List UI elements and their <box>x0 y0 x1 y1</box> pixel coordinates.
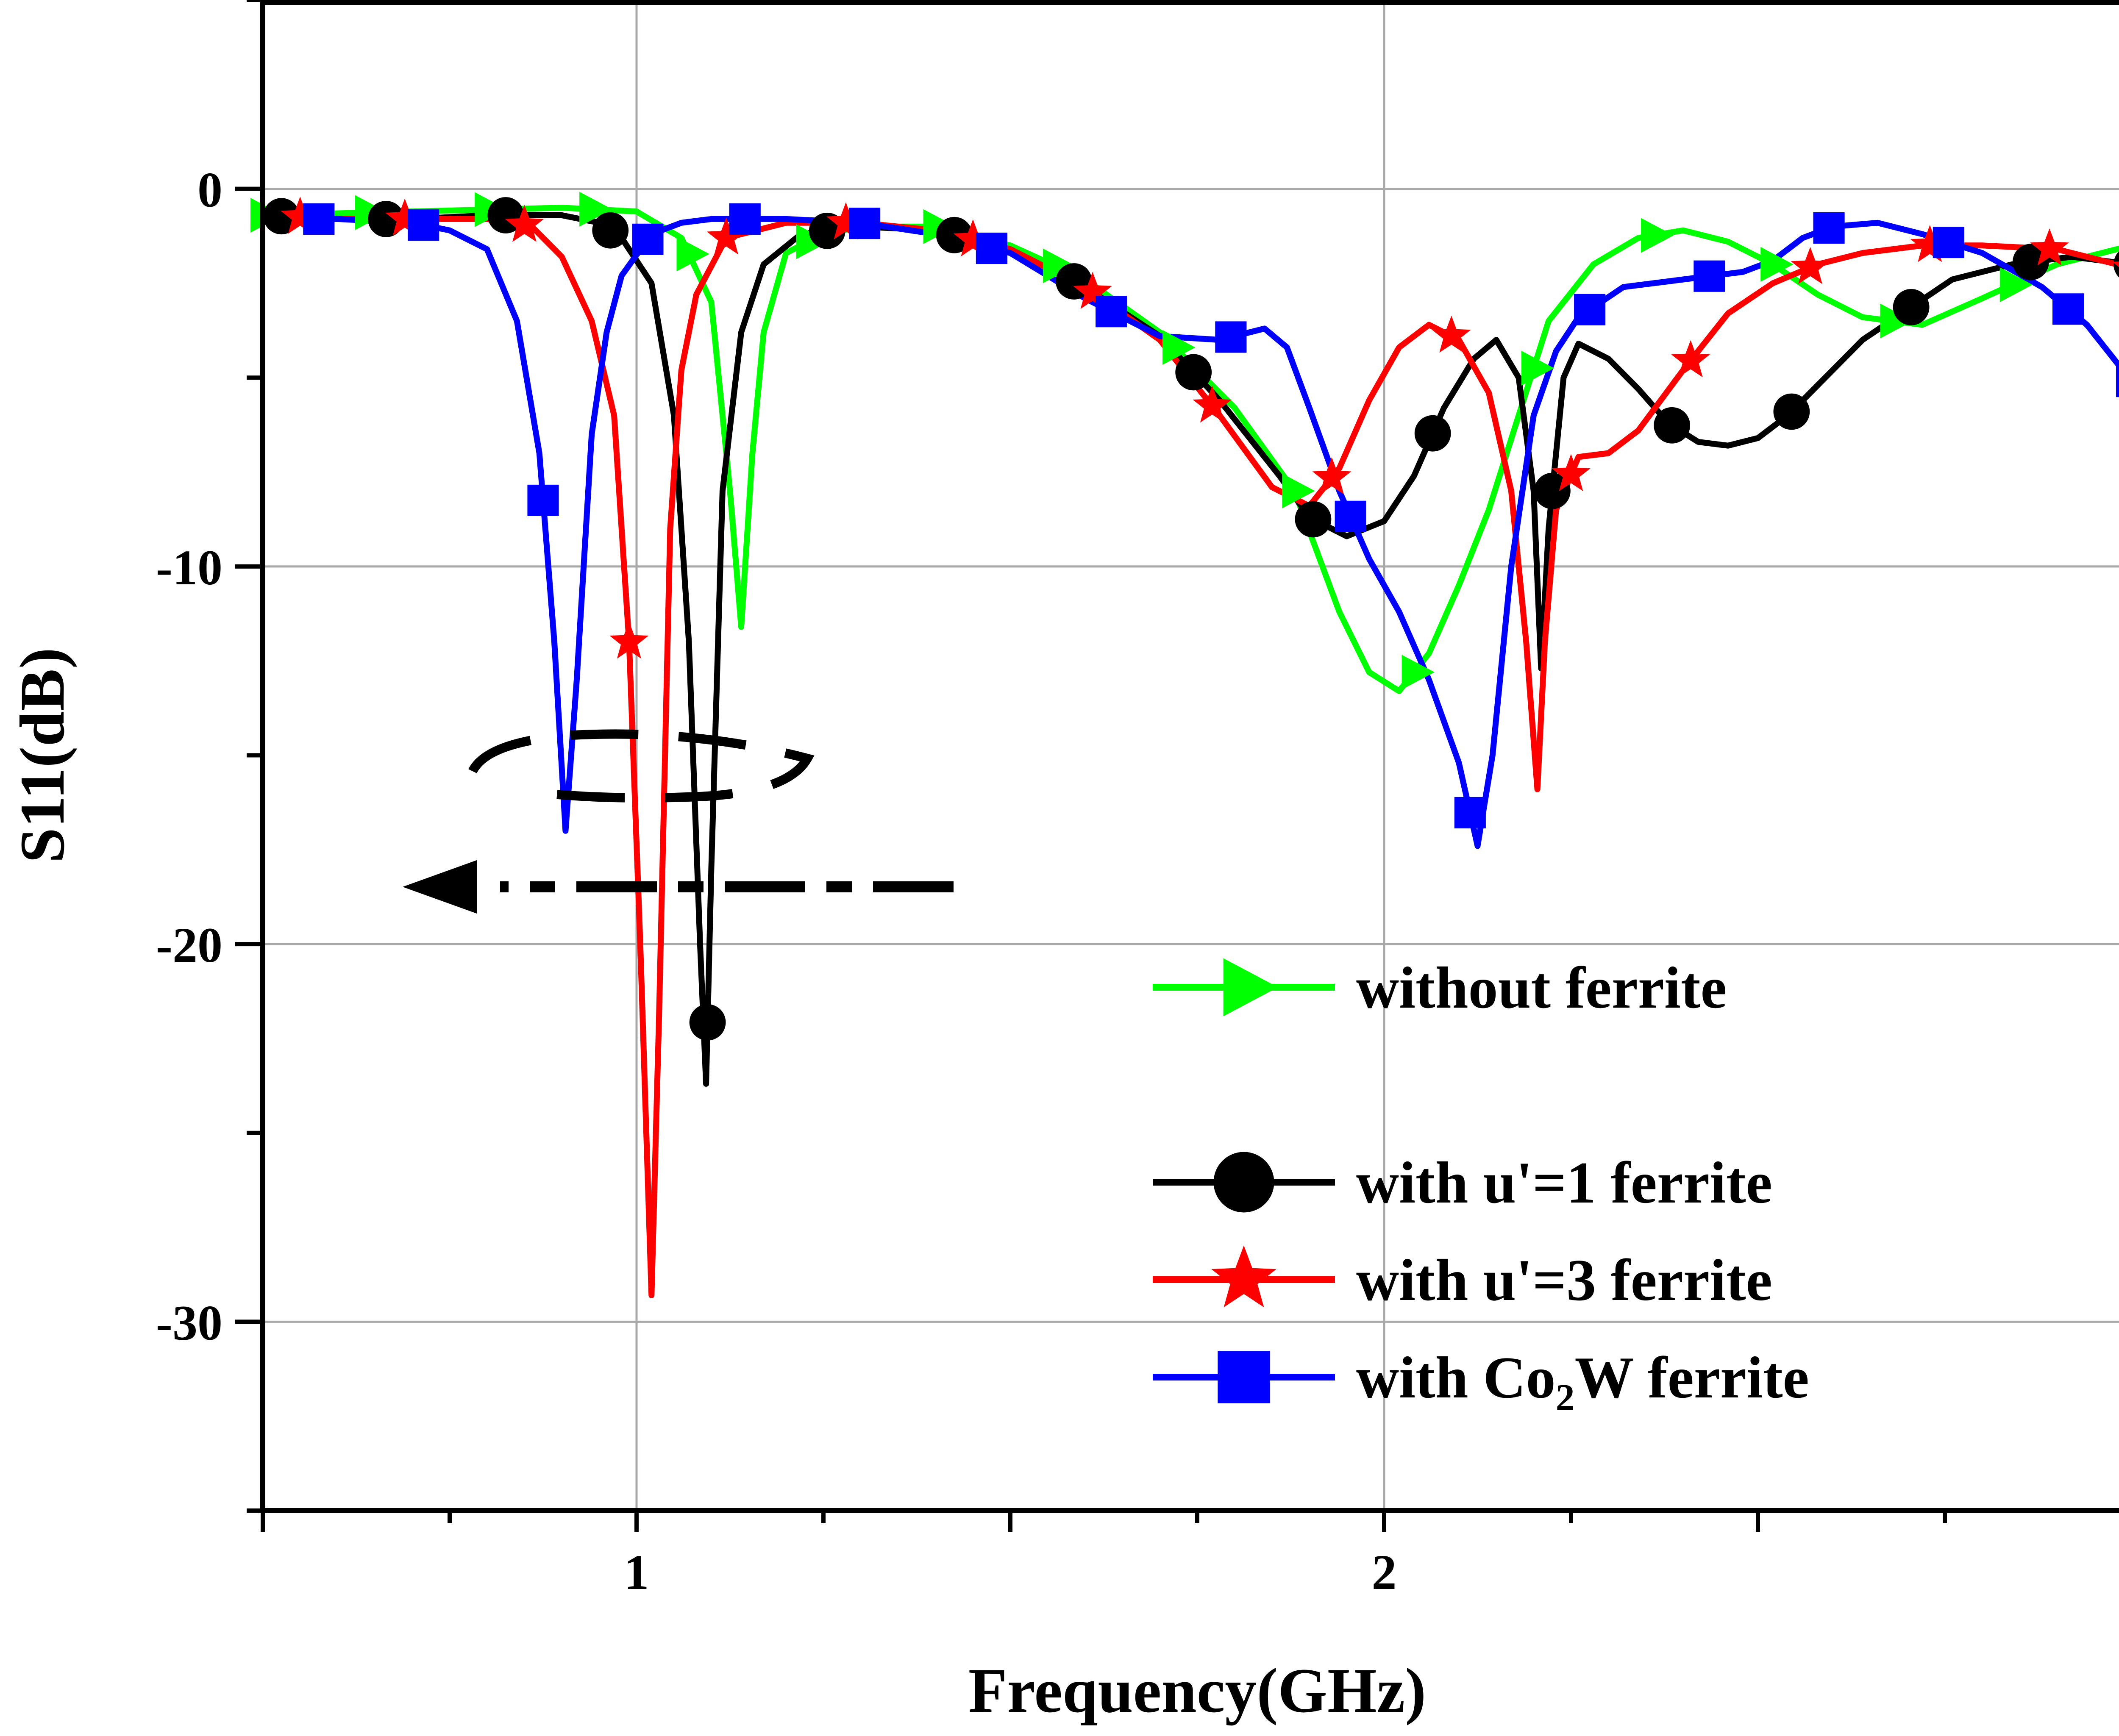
circle-marker <box>1295 501 1332 538</box>
circle-marker <box>592 212 629 249</box>
tick-labels: 1230-10-20-30 <box>156 162 1397 1600</box>
star-marker <box>1211 1245 1276 1308</box>
square-marker <box>1574 294 1606 325</box>
triangle-marker <box>1223 958 1278 1017</box>
annotations <box>403 729 954 914</box>
square-marker <box>2052 293 2084 325</box>
square-marker <box>2116 366 2119 397</box>
star-marker <box>706 217 746 255</box>
legend-label: without ferrite <box>1356 955 1727 1021</box>
star-marker <box>2112 261 2119 267</box>
star-marker <box>609 621 649 659</box>
triangle-marker <box>676 236 709 272</box>
triangle-marker <box>579 192 612 227</box>
star-marker <box>1910 225 1949 262</box>
star-marker <box>1193 385 1232 423</box>
circle-marker <box>1534 472 1571 509</box>
star-marker <box>1671 340 1710 378</box>
square-marker <box>1335 500 1366 532</box>
circle-marker <box>2012 244 2049 281</box>
square-marker <box>1454 797 1486 829</box>
square-marker <box>976 232 1007 264</box>
circle-marker <box>1414 415 1451 452</box>
star-marker <box>953 219 993 257</box>
square-marker <box>632 223 664 255</box>
square-marker <box>527 484 559 516</box>
square-marker <box>1215 321 1247 353</box>
x-axis-title: Frequency(GHz) <box>968 1655 1426 1726</box>
star-marker <box>385 198 425 236</box>
triangle-marker <box>796 224 829 259</box>
triangle-marker <box>1043 248 1076 283</box>
x-tick-label: 2 <box>1372 1544 1397 1600</box>
square-marker <box>1694 260 1725 292</box>
square-marker <box>1933 227 1964 258</box>
circle-marker <box>1654 407 1691 444</box>
legend-label: with Co2W ferrite <box>1356 1345 1809 1419</box>
triangle-marker <box>1880 303 1913 339</box>
star-marker <box>505 205 544 242</box>
circle-marker <box>1773 393 1810 430</box>
legend: without ferrite with u'=1 ferrite with u'=… <box>1153 955 1809 1419</box>
legend-label: with u'=1 ferrite <box>1356 1150 1772 1216</box>
triangle-marker <box>1282 473 1315 508</box>
square-marker <box>1813 212 1845 244</box>
series-markers <box>250 192 2119 1041</box>
star-marker <box>281 197 320 234</box>
series-line <box>260 212 2119 1087</box>
y-tick-label: -20 <box>156 917 222 973</box>
square-marker <box>1218 1351 1270 1403</box>
dashed-ellipse-annotation <box>468 729 815 803</box>
triangle-marker <box>1521 350 1554 386</box>
star-marker <box>1552 454 1591 492</box>
legend-label: with u'=3 ferrite <box>1356 1247 1772 1313</box>
circle-marker <box>1893 289 1930 325</box>
star-marker <box>1073 272 1112 309</box>
square-marker <box>848 208 881 239</box>
square-marker <box>408 209 439 241</box>
y-axis-title: S11(dB) <box>7 647 78 863</box>
star-marker <box>1791 247 1830 284</box>
circle-marker <box>689 1004 726 1041</box>
star-marker <box>1312 457 1351 494</box>
star-marker <box>1432 315 1471 353</box>
triangle-marker <box>1760 247 1794 282</box>
circle-marker <box>936 217 973 253</box>
star-marker <box>826 202 865 239</box>
y-tick-label: -30 <box>156 1295 222 1350</box>
square-marker <box>1096 296 1127 328</box>
star-marker <box>2030 228 2069 266</box>
triangle-marker <box>1999 267 2033 303</box>
square-marker <box>729 203 761 235</box>
left-arrow-head-icon <box>403 860 477 914</box>
y-tick-label: -10 <box>156 540 222 595</box>
square-marker <box>303 203 335 235</box>
triangle-marker <box>1641 218 1674 253</box>
triangle-marker <box>1162 330 1196 365</box>
axis-ticks <box>235 0 1947 1532</box>
triangle-marker <box>1402 655 1435 690</box>
y-tick-label: 0 <box>197 162 222 218</box>
circle-marker <box>1213 1152 1274 1213</box>
circle-marker <box>1175 354 1212 391</box>
x-tick-label: 1 <box>624 1544 649 1600</box>
